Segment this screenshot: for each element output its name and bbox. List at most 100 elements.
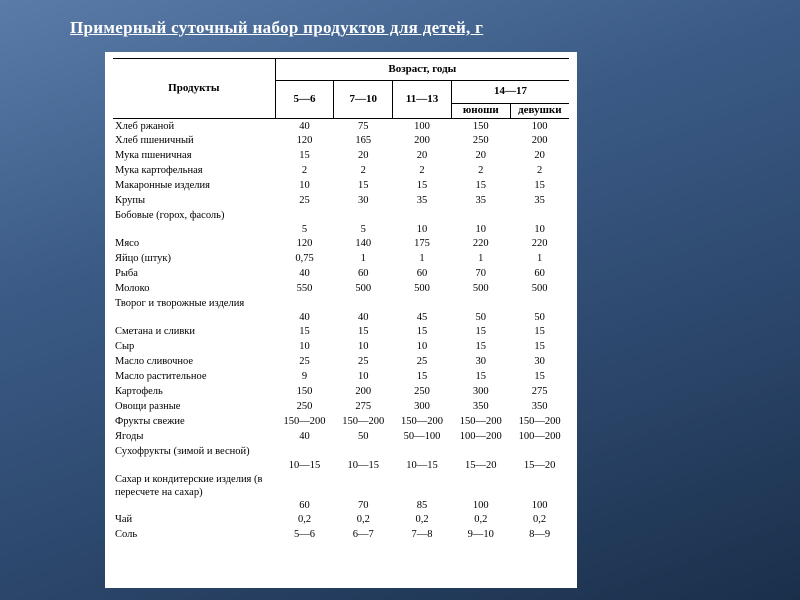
value-cell: 15—20	[451, 445, 510, 473]
table-row: Молоко550500500500500	[113, 282, 569, 297]
value-cell: 250	[275, 400, 334, 415]
value-cell: 250	[393, 385, 452, 400]
table-row: Сухофрукты (зимой и весной)10—1510—1510—…	[113, 445, 569, 473]
value-cell: 50	[510, 297, 569, 325]
value-cell: 10	[275, 340, 334, 355]
value-cell: 300	[393, 400, 452, 415]
product-name: Мясо	[113, 237, 275, 252]
value-cell: 250	[451, 134, 510, 149]
value-cell: 200	[334, 385, 393, 400]
product-name: Макаронные изделия	[113, 179, 275, 194]
value-cell: 15	[275, 325, 334, 340]
value-cell: 140	[334, 237, 393, 252]
value-cell: 25	[393, 355, 452, 370]
table-row: Соль5—66—77—89—108—9	[113, 528, 569, 543]
table-row: Крупы2530353535	[113, 194, 569, 209]
product-name: Сахар и кондитер­ские изделия (в пересче…	[113, 473, 275, 513]
value-cell: 0,2	[451, 513, 510, 528]
value-cell: 15	[334, 325, 393, 340]
value-cell: 100	[510, 119, 569, 134]
product-name: Сыр	[113, 340, 275, 355]
table-row: Мясо120140175220220	[113, 237, 569, 252]
value-cell: 8—9	[510, 528, 569, 543]
value-cell: 15	[510, 179, 569, 194]
table-row: Бобовые (горох, фасоль)55101010	[113, 209, 569, 237]
value-cell: 20	[393, 149, 452, 164]
table-sheet: Продукты Возраст, годы 5—6 7—10 11—13 14…	[105, 52, 577, 588]
product-name: Рыба	[113, 267, 275, 282]
value-cell: 10	[334, 340, 393, 355]
value-cell: 60	[393, 267, 452, 282]
value-cell: 275	[510, 385, 569, 400]
value-cell: 150—200	[334, 415, 393, 430]
col-header-14-17: 14—17	[451, 81, 569, 104]
table-row: Хлеб пшеничный120165200250200	[113, 134, 569, 149]
product-name: Хлеб ржаной	[113, 119, 275, 134]
product-name: Мука картофельная	[113, 164, 275, 179]
value-cell: 15	[510, 370, 569, 385]
value-cell: 2	[451, 164, 510, 179]
value-cell: 40	[275, 119, 334, 134]
value-cell: 6—7	[334, 528, 393, 543]
value-cell: 10—15	[334, 445, 393, 473]
value-cell: 300	[451, 385, 510, 400]
value-cell: 35	[451, 194, 510, 209]
value-cell: 100—200	[451, 430, 510, 445]
value-cell: 150—200	[510, 415, 569, 430]
value-cell: 500	[451, 282, 510, 297]
value-cell: 150	[275, 385, 334, 400]
col-header-products: Продукты	[113, 59, 275, 119]
value-cell: 9	[275, 370, 334, 385]
value-cell: 40	[275, 267, 334, 282]
value-cell: 15	[334, 179, 393, 194]
value-cell: 10—15	[275, 445, 334, 473]
value-cell: 15	[393, 370, 452, 385]
value-cell: 15	[393, 179, 452, 194]
value-cell: 1	[393, 252, 452, 267]
value-cell: 15	[451, 325, 510, 340]
value-cell: 220	[510, 237, 569, 252]
value-cell: 70	[334, 473, 393, 513]
value-cell: 550	[275, 282, 334, 297]
value-cell: 15	[451, 370, 510, 385]
value-cell: 1	[334, 252, 393, 267]
value-cell: 70	[451, 267, 510, 282]
value-cell: 40	[275, 297, 334, 325]
value-cell: 7—8	[393, 528, 452, 543]
value-cell: 20	[334, 149, 393, 164]
value-cell: 45	[393, 297, 452, 325]
product-name: Бобовые (горох, фасоль)	[113, 209, 275, 237]
col-header-girls: девушки	[510, 104, 569, 119]
table-row: Масло сливочное2525253030	[113, 355, 569, 370]
value-cell: 5—6	[275, 528, 334, 543]
value-cell: 150—200	[275, 415, 334, 430]
value-cell: 50	[334, 430, 393, 445]
table-row: Фрукты свежие150—200150—200150—200150—20…	[113, 415, 569, 430]
product-name: Яйцо (штук)	[113, 252, 275, 267]
value-cell: 9—10	[451, 528, 510, 543]
value-cell: 15	[393, 325, 452, 340]
value-cell: 15	[510, 325, 569, 340]
value-cell: 100—200	[510, 430, 569, 445]
table-row: Мука картофельная22222	[113, 164, 569, 179]
product-name: Крупы	[113, 194, 275, 209]
value-cell: 100	[393, 119, 452, 134]
value-cell: 30	[451, 355, 510, 370]
col-header-boys: юноши	[451, 104, 510, 119]
value-cell: 60	[334, 267, 393, 282]
value-cell: 30	[334, 194, 393, 209]
value-cell: 150—200	[393, 415, 452, 430]
col-header-age: Возраст, годы	[275, 59, 569, 81]
product-name: Хлеб пшеничный	[113, 134, 275, 149]
table-row: Ягоды405050—100100—200100—200	[113, 430, 569, 445]
value-cell: 100	[451, 473, 510, 513]
nutrition-table: Продукты Возраст, годы 5—6 7—10 11—13 14…	[113, 58, 569, 543]
value-cell: 500	[510, 282, 569, 297]
value-cell: 0,2	[334, 513, 393, 528]
value-cell: 35	[393, 194, 452, 209]
value-cell: 25	[275, 355, 334, 370]
value-cell: 165	[334, 134, 393, 149]
value-cell: 120	[275, 237, 334, 252]
value-cell: 60	[510, 267, 569, 282]
col-header-7-10: 7—10	[334, 81, 393, 119]
